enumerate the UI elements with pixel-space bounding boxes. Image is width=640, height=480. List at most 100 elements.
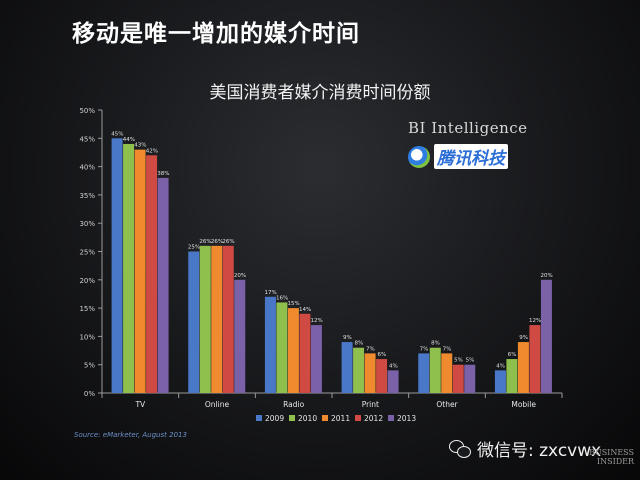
- bar-other-2010: [429, 347, 441, 393]
- business-insider-logo: BUSINESS INSIDER: [589, 448, 634, 466]
- bar-radio-2011: [287, 308, 299, 393]
- bar-mobile-2013: [540, 279, 552, 393]
- x-tick-label: Other: [436, 400, 458, 409]
- bar-mobile-2010: [506, 359, 518, 393]
- bar-tv-2010: [123, 143, 135, 393]
- chart-title: 美国消费者媒介消费时间份额: [209, 83, 431, 103]
- data-label: 16%: [276, 295, 288, 301]
- bar-online-2010: [199, 245, 211, 393]
- bar-online-2011: [211, 245, 223, 393]
- y-tick-label: 45%: [79, 135, 95, 143]
- data-label: 26%: [222, 239, 234, 245]
- bar-other-2013: [464, 364, 476, 393]
- legend-swatch-2010: [289, 415, 295, 421]
- bar-radio-2010: [276, 302, 288, 393]
- data-label: 38%: [157, 171, 169, 177]
- data-label: 26%: [199, 239, 211, 245]
- data-label: 43%: [134, 143, 146, 149]
- y-tick-label: 25%: [79, 249, 95, 257]
- bar-tv-2011: [134, 149, 146, 393]
- data-label: 42%: [146, 148, 158, 154]
- data-label: 7%: [420, 346, 429, 352]
- bi-intelligence-logo: BI Intelligence: [408, 119, 528, 137]
- bar-online-2013: [234, 279, 246, 393]
- slide-headline: 移动是唯一增加的媒介时间: [72, 21, 360, 47]
- data-label: 9%: [343, 335, 352, 341]
- y-tick-label: 40%: [79, 164, 95, 172]
- legend-swatch-2013: [388, 415, 394, 421]
- wechat-watermark: 微信号: zxcvwx: [449, 436, 601, 461]
- bar-radio-2009: [264, 296, 276, 393]
- data-label: 20%: [541, 273, 553, 279]
- data-label: 12%: [311, 318, 323, 324]
- bar-tv-2012: [146, 155, 158, 393]
- tencent-logo-text: 腾讯科技: [434, 144, 508, 169]
- data-label: 5%: [454, 358, 463, 364]
- bar-other-2009: [418, 353, 430, 393]
- data-label: 15%: [288, 301, 300, 307]
- data-label: 8%: [354, 341, 363, 347]
- y-tick-label: 50%: [79, 107, 95, 115]
- y-tick-label: 20%: [79, 277, 95, 285]
- x-tick-label: Radio: [283, 400, 304, 409]
- bar-print-2013: [387, 370, 399, 393]
- y-tick-label: 10%: [79, 333, 95, 341]
- y-tick-label: 30%: [79, 220, 95, 228]
- x-tick-label: Mobile: [511, 400, 536, 409]
- y-tick-label: 0%: [84, 390, 95, 398]
- data-label: 6%: [508, 352, 517, 358]
- data-label: 26%: [211, 239, 223, 245]
- data-label: 25%: [188, 245, 200, 251]
- bar-radio-2012: [299, 313, 311, 393]
- bar-other-2011: [441, 353, 453, 393]
- x-tick-label: Online: [205, 400, 230, 409]
- bar-print-2010: [353, 347, 365, 393]
- legend-label-2012: 2012: [364, 414, 383, 423]
- bar-tv-2013: [157, 177, 169, 393]
- wechat-id-text: 微信号: zxcvwx: [477, 441, 602, 461]
- data-label: 9%: [519, 335, 528, 341]
- bar-other-2012: [452, 364, 464, 393]
- bar-online-2009: [188, 251, 200, 393]
- x-tick-label: TV: [134, 400, 146, 409]
- data-label: 20%: [234, 273, 246, 279]
- legend-label-2010: 2010: [298, 414, 317, 423]
- legend-label-2013: 2013: [397, 414, 416, 423]
- bar-mobile-2011: [517, 342, 529, 393]
- bar-mobile-2012: [529, 325, 541, 393]
- legend-swatch-2009: [256, 415, 262, 421]
- tencent-tech-logo: 腾讯科技: [408, 144, 508, 169]
- bar-print-2012: [376, 359, 388, 393]
- bar-online-2012: [222, 245, 234, 393]
- data-label: 4%: [389, 363, 398, 369]
- data-label: 5%: [466, 358, 475, 364]
- chart-source: Source: eMarketer, August 2013: [74, 431, 187, 439]
- bar-tv-2009: [111, 138, 123, 393]
- y-tick-label: 15%: [79, 305, 95, 313]
- bar-mobile-2009: [494, 370, 506, 393]
- legend-label-2009: 2009: [265, 414, 284, 423]
- data-label: 12%: [529, 318, 541, 324]
- bar-print-2009: [341, 342, 353, 393]
- legend-swatch-2012: [355, 415, 361, 421]
- data-label: 14%: [299, 307, 311, 313]
- data-label: 45%: [111, 131, 123, 137]
- bar-print-2011: [364, 353, 376, 393]
- data-label: 17%: [265, 290, 277, 296]
- data-label: 4%: [496, 363, 505, 369]
- bar-radio-2013: [310, 325, 322, 393]
- y-tick-label: 35%: [79, 192, 95, 200]
- data-label: 7%: [443, 346, 452, 352]
- data-label: 7%: [366, 346, 375, 352]
- legend-swatch-2011: [322, 415, 328, 421]
- tencent-icon: [408, 145, 430, 168]
- data-label: 44%: [123, 137, 135, 143]
- wechat-icon: [449, 439, 471, 458]
- y-tick-label: 5%: [84, 362, 95, 370]
- data-label: 8%: [431, 341, 440, 347]
- legend-label-2011: 2011: [331, 414, 350, 423]
- x-tick-label: Print: [362, 400, 379, 409]
- data-label: 6%: [377, 352, 386, 358]
